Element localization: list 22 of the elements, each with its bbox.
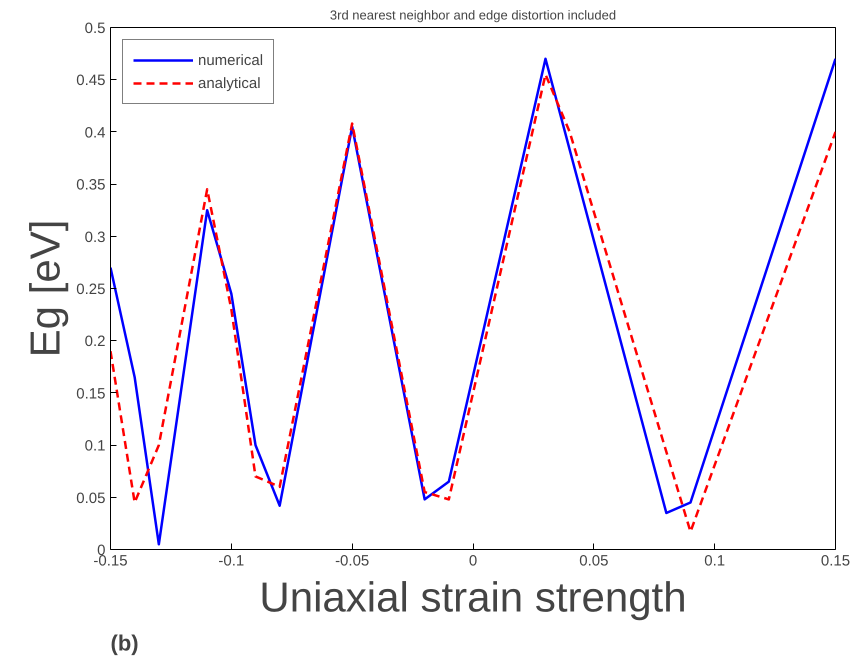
y-tick-label: 0.3	[84, 228, 106, 246]
x-tick-label: 0.05	[579, 552, 608, 570]
y-tick-label: 0.2	[84, 333, 106, 350]
x-tick-label: -0.1	[218, 552, 244, 570]
y-tick-label: 0.1	[84, 438, 106, 455]
x-tick-label: 0.15	[820, 552, 850, 570]
x-tick-label: -0.05	[335, 552, 370, 570]
x-tick-label: 0	[468, 552, 478, 570]
y-tick-label: 0.4	[84, 124, 106, 142]
y-tick-label: 0.5	[84, 20, 106, 37]
y-tick-label: 0.45	[76, 72, 106, 90]
x-axis-title: Uniaxial strain strength	[259, 574, 687, 620]
y-tick-label: 0.25	[76, 281, 106, 298]
text: (b)	[110, 630, 139, 656]
legend-label: analytical	[198, 74, 261, 92]
y-tick-label: 0.35	[76, 176, 106, 194]
y-tick-label: 0.05	[76, 490, 106, 507]
y-tick-label: 0.15	[76, 385, 106, 402]
y-axis-title: Eg [eV]	[21, 220, 68, 358]
x-tick-label: 0.1	[704, 552, 726, 570]
legend-label: numerical	[198, 52, 264, 68]
chart-title: 3rd nearest neighbor and edge distortion included	[330, 8, 616, 22]
